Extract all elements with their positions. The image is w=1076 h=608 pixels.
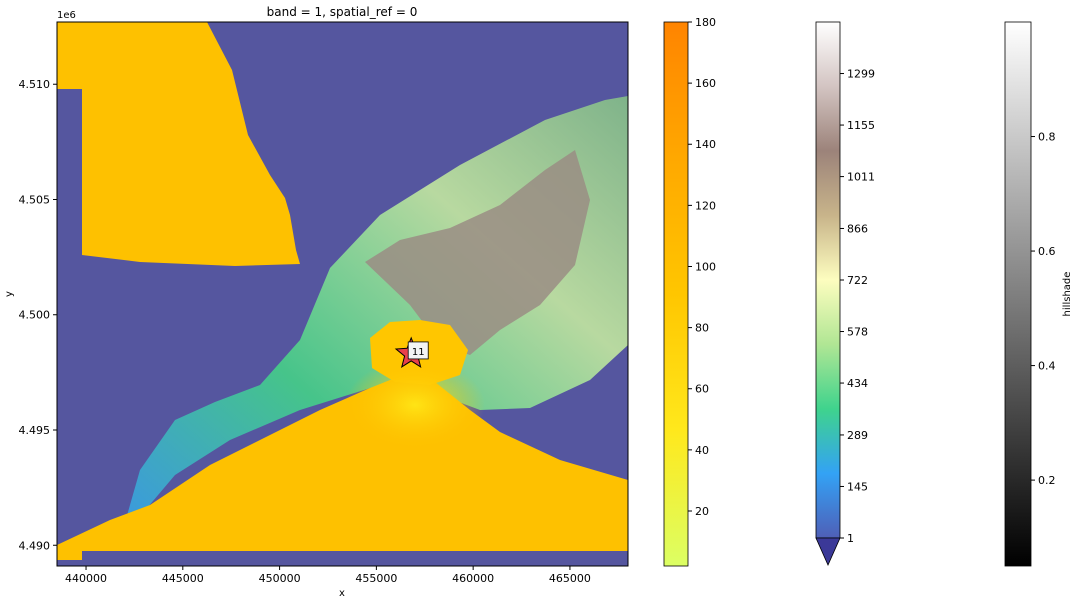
colorbar-tick-label: 289 [847,429,868,442]
colorbar-label: hillshade [1062,272,1073,317]
colorbar-gradient [663,21,689,567]
x-tick-label: 455000 [355,572,397,585]
y-offset-label: 1e6 [57,10,76,21]
colorbar-gradient [815,21,841,539]
colorbar-tick-label: 140 [695,138,716,151]
colorbar-tick-label: 40 [695,444,709,457]
colorbar-hillshade: 0.2 0.4 0.6 0.8 hillshade [1004,21,1073,567]
colorbar-tick-label: 180 [695,16,716,29]
x-tick-label: 465000 [549,572,591,585]
y-tick-label: 4.490 [19,539,51,552]
y-axis-label: y [4,291,15,297]
colorbar-tick-label: 0.6 [1038,245,1056,258]
colorbar-tick-label: 434 [847,377,868,390]
mountain-ridge [365,150,590,355]
y-tick-label: 4.500 [19,309,51,322]
colorbar-tick-label: 160 [695,77,716,90]
colorbar-tick-label: 1155 [847,119,875,132]
y-tick-label: 4.495 [19,424,51,437]
colorbar-tick-label: 80 [695,322,709,335]
x-tick-label: 445000 [162,572,204,585]
map-raster [57,22,628,566]
colorbar-tick-label: 578 [847,326,868,339]
x-tick-label: 450000 [259,572,301,585]
chart-title: band = 1, spatial_ref = 0 [267,5,418,19]
plot-frame [56,21,629,567]
x-axis-label: x [339,588,345,599]
colorbar-tick-label: 100 [695,260,716,273]
y-tick-label: 4.505 [19,193,51,206]
colorbar-extend-arrow [815,537,841,566]
colorbar-tick-label: 0.8 [1038,131,1056,144]
colorbar-tick-label: 0.2 [1038,474,1056,487]
x-tick-label: 460000 [452,572,494,585]
colorbar-elevation: 1 145 289 434 578 722 866 1011 1155 1299 [815,21,875,566]
marker-label-box [407,341,429,360]
colorbar-tick-label: 120 [695,199,716,212]
colorbar-tick-label: 0.4 [1038,360,1056,373]
colorbar-tick-label: 60 [695,383,709,396]
x-tick-label: 440000 [65,572,107,585]
colorbar-tick-label: 1011 [847,171,875,184]
fire-marker: 11 [394,336,429,369]
colorbar-tick-label: 1299 [847,68,875,81]
colorbar-tick-label: 20 [695,505,709,518]
marker-label: 11 [412,347,425,358]
y-axis: 4.490 4.495 4.500 4.505 4.510 [19,78,57,552]
colorbar-fire-layer: 20 40 60 80 100 120 140 160 180 [663,16,716,567]
fire-glow [345,360,485,450]
colorbar-tick-label: 722 [847,274,868,287]
colorbar-tick-label: 866 [847,222,868,235]
colorbar-tick-label: 1 [847,532,854,545]
x-axis: 440000 445000 450000 455000 460000 465000 [65,566,591,585]
colorbar-gradient [1004,21,1032,567]
fire-area-south [57,378,628,560]
colorbar-tick-label: 145 [847,480,868,493]
colorbars: 20 40 60 80 100 120 140 160 180 1 145 289 434 578 722 8… [663,16,1073,567]
y-tick-label: 4.510 [19,78,51,91]
fire-area-northwest [57,22,300,266]
